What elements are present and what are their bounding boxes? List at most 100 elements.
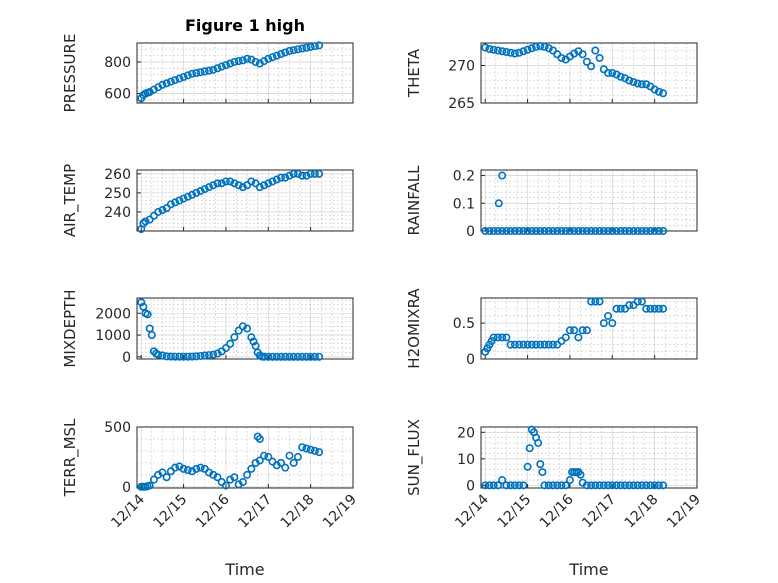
data-point <box>650 481 659 490</box>
data-point <box>281 48 290 57</box>
data-point <box>481 481 490 490</box>
y-tick-label: 240 <box>104 205 131 221</box>
data-point <box>213 349 222 358</box>
data-point <box>238 322 247 331</box>
data-point <box>637 481 646 490</box>
data-point <box>620 227 629 236</box>
data-point <box>498 227 507 236</box>
y-tick-label: 0.2 <box>453 169 475 185</box>
y-tick-label: 250 <box>104 186 131 202</box>
data-point <box>310 42 319 51</box>
data-point <box>276 173 285 182</box>
data-point <box>154 350 163 359</box>
y-tick-label: 265 <box>448 96 475 112</box>
data-point <box>561 333 570 342</box>
y-tick-label: 600 <box>104 87 131 103</box>
data-point <box>158 206 167 215</box>
data-point <box>570 49 579 58</box>
data-point <box>565 326 574 335</box>
data-point <box>175 74 184 83</box>
y-tick-label: 0 <box>466 352 475 368</box>
data-point <box>519 227 528 236</box>
data-point <box>221 481 230 490</box>
y-tick-label: 0 <box>122 350 131 366</box>
y-tick-label: 800 <box>104 55 131 71</box>
data-point <box>200 185 209 194</box>
data-point <box>616 481 625 490</box>
y-axis-label: PRESSURE <box>61 34 79 113</box>
data-point <box>276 458 285 467</box>
data-point <box>548 481 557 490</box>
data-point <box>166 200 175 209</box>
data-point <box>625 227 634 236</box>
data-point <box>642 227 651 236</box>
data-point <box>582 481 591 490</box>
data-point <box>523 227 532 236</box>
data-point <box>255 183 264 192</box>
data-point <box>532 42 541 51</box>
data-point <box>264 452 273 461</box>
data-point <box>544 481 553 490</box>
data-point <box>506 227 515 236</box>
data-point <box>276 352 285 361</box>
data-point <box>268 177 277 186</box>
data-point <box>540 42 549 51</box>
data-point <box>183 192 192 201</box>
data-point <box>264 54 273 63</box>
data-point <box>612 304 621 313</box>
data-point <box>561 227 570 236</box>
data-point <box>510 227 519 236</box>
data-point <box>243 470 252 479</box>
data-point <box>315 448 324 457</box>
data-point <box>221 177 230 186</box>
data-point <box>544 44 553 53</box>
data-point <box>183 466 192 475</box>
data-point <box>285 352 294 361</box>
data-point <box>515 48 524 57</box>
data-point <box>625 301 634 310</box>
x-tick-label: 12/16 <box>537 491 577 531</box>
subplot-mixdepth: 0 1000 2000 MIXDEPTH <box>61 289 354 368</box>
data-point <box>158 351 167 360</box>
data-point <box>659 304 668 313</box>
data-point <box>633 227 642 236</box>
data-point <box>574 333 583 342</box>
data-point <box>196 351 205 360</box>
y-tick-label: 0 <box>466 224 475 240</box>
data-point <box>629 481 638 490</box>
x-tick-label: 12/16 <box>193 491 233 531</box>
data-point <box>502 481 511 490</box>
data-point <box>561 481 570 490</box>
data-point <box>485 44 494 53</box>
data-point <box>659 89 668 98</box>
data-point <box>217 179 226 188</box>
y-axis-label: RAINFALL <box>405 165 423 236</box>
data-point <box>139 219 148 228</box>
data-point <box>179 194 188 203</box>
data-point <box>510 340 519 349</box>
data-point <box>272 352 281 361</box>
data-point <box>540 481 549 490</box>
data-point <box>260 352 269 361</box>
data-point <box>536 340 545 349</box>
data-point <box>188 69 197 78</box>
y-tick-label: 0.5 <box>453 316 475 332</box>
data-point <box>171 352 180 361</box>
figure-title: Figure 1 high <box>185 16 305 35</box>
data-point <box>587 62 596 71</box>
data-point <box>268 352 277 361</box>
data-point <box>659 227 668 236</box>
data-point <box>192 464 201 473</box>
data-point <box>599 481 608 490</box>
data-point <box>310 169 319 178</box>
x-tick-label: 12/17 <box>235 492 275 532</box>
data-point <box>489 481 498 490</box>
data-point <box>646 304 655 313</box>
data-point <box>650 85 659 94</box>
data-point <box>620 74 629 83</box>
data-point <box>315 352 324 361</box>
data-point <box>591 481 600 490</box>
axis-box <box>136 169 354 232</box>
data-point <box>209 350 218 359</box>
data-point <box>604 311 613 320</box>
